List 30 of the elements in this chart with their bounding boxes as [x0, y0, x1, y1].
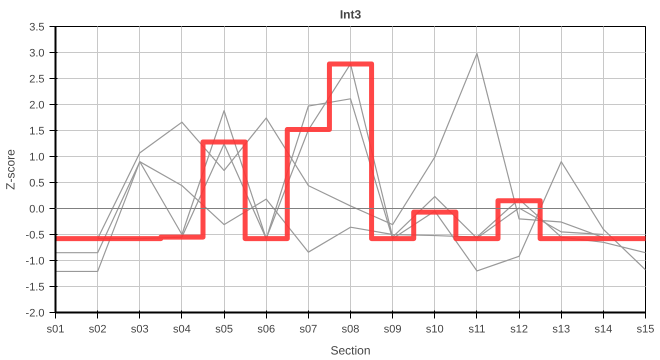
x-tick-label: s14	[594, 324, 612, 336]
y-tick-label: -1.5	[26, 282, 45, 294]
y-tick-label: 0.0	[29, 204, 45, 216]
x-tick-label: s09	[384, 324, 402, 336]
y-tick-label: 3.0	[29, 48, 45, 60]
x-tick-label: s04	[173, 324, 191, 336]
x-tick-label: s10	[426, 324, 444, 336]
x-tick-label: s06	[257, 324, 276, 336]
x-tick-label: s08	[342, 324, 360, 336]
y-tick-label: 1.0	[29, 152, 45, 164]
x-tick-label: s12	[510, 324, 528, 336]
x-tick-label: s15	[636, 324, 654, 336]
y-tick-label: -2.0	[26, 308, 45, 320]
y-tick-label: -1.0	[26, 256, 45, 268]
x-axis-title: Section	[330, 344, 371, 358]
y-tick-label: -0.5	[26, 230, 45, 242]
y-tick-label: 1.5	[29, 126, 45, 138]
chart-title: Int3	[340, 8, 362, 22]
y-tick-label: 0.5	[29, 178, 45, 190]
x-tick-label: s13	[552, 324, 570, 336]
x-tick-label: s05	[215, 324, 233, 336]
x-tick-label: s01	[46, 324, 64, 336]
y-tick-label: 3.5	[29, 22, 45, 34]
x-tick-label: s02	[88, 324, 107, 336]
y-tick-label: 2.5	[29, 74, 45, 86]
x-tick-label: s11	[468, 324, 486, 336]
x-tick-label: s07	[299, 324, 318, 336]
y-tick-label: 2.0	[29, 100, 45, 112]
x-tick-label: s03	[130, 324, 149, 336]
y-axis-title: Z-score	[4, 148, 18, 190]
